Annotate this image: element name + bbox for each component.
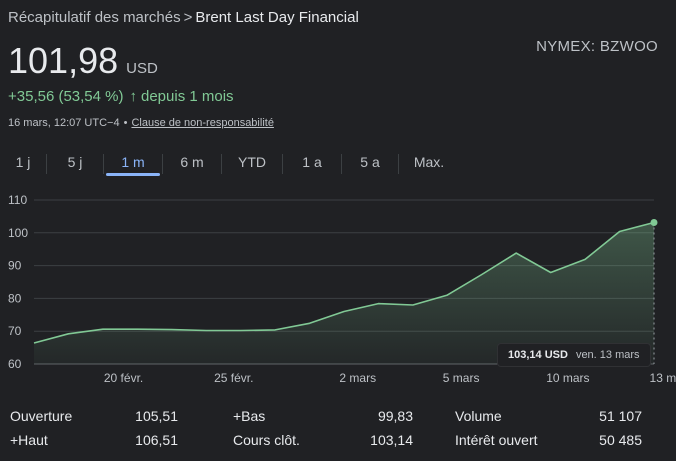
stat-open-value: 105,51 [135, 408, 178, 424]
current-price: 101,98 [8, 40, 119, 81]
price-line [33, 221, 655, 344]
breadcrumb-separator: > [183, 9, 193, 26]
change-amount: +35,56 (53,54 %) [8, 88, 124, 105]
tooltip-date: ven. 13 mars [575, 349, 640, 361]
y-tick-label: 70 [8, 324, 22, 338]
y-tick-label: 110 [8, 193, 27, 207]
tab-divider [398, 154, 399, 174]
tab-divider [341, 154, 342, 174]
tab-6-months[interactable]: 6 m [180, 154, 204, 170]
x-tick-label: 20 févr. [104, 371, 143, 385]
tab-divider [103, 154, 104, 174]
quote-timestamp: 16 mars, 12:07 UTC−4 [8, 117, 120, 129]
tab-divider [162, 154, 163, 174]
price-change: +35,56 (53,54 %) ↑ depuis 1 mois [8, 88, 234, 105]
x-tick-label: 5 mars [443, 371, 480, 385]
tab-divider [46, 154, 47, 174]
y-tick-label: 80 [8, 291, 22, 305]
y-tick-label: 90 [8, 259, 22, 273]
tab-divider [221, 154, 222, 174]
stat-open-interest-value: 50 485 [599, 432, 642, 448]
tab-max[interactable]: Max. [413, 154, 445, 170]
tab-5-years[interactable]: 5 a [360, 154, 380, 170]
change-period: depuis 1 mois [141, 88, 234, 105]
breadcrumb-current: Brent Last Day Financial [195, 9, 359, 26]
y-tick-label: 100 [8, 226, 28, 240]
breadcrumb: Récapitulatif des marchés > Brent Last Day… [8, 9, 359, 26]
stat-close-value: 103,14 [370, 432, 413, 448]
ticker-symbol: NYMEX: BZWOO [536, 38, 658, 55]
last-price-point[interactable] [650, 219, 658, 227]
stat-open-label: Ouverture [10, 408, 73, 424]
price-area-fill [34, 222, 654, 364]
range-tabs: 1 j 5 j 1 m 6 m YTD 1 a 5 a Max. [0, 150, 459, 178]
x-tick-label: 13 mars [650, 371, 676, 385]
x-tick-label: 25 févr. [214, 371, 253, 385]
disclaimer-link[interactable]: Clause de non-responsabilité [131, 117, 274, 129]
tab-1-month[interactable]: 1 m [104, 150, 162, 178]
stat-high-label: +Haut [10, 432, 48, 448]
quote-meta: 16 mars, 12:07 UTC−4 • Clause de non-respo… [8, 117, 274, 129]
y-tick-label: 60 [8, 357, 22, 371]
tooltip-value: 103,14 USD [508, 349, 568, 361]
stat-low-label: +Bas [233, 408, 266, 424]
stat-low-value: 99,83 [377, 408, 413, 424]
x-tick-label: 10 mars [546, 371, 589, 385]
tab-5-days[interactable]: 5 j [67, 154, 83, 170]
stat-volume-label: Volume [455, 408, 502, 424]
price-currency: USD [126, 60, 158, 77]
breadcrumb-parent-link[interactable]: Récapitulatif des marchés [8, 9, 181, 26]
tab-divider [282, 154, 283, 174]
meta-separator: • [123, 117, 128, 129]
tab-ytd[interactable]: YTD [238, 154, 266, 170]
stat-close-label: Cours clôt. [233, 432, 300, 448]
arrow-up-icon: ↑ [129, 88, 138, 105]
stats-table: Ouverture 105,51 +Haut 106,51 +Bas 99,83… [0, 402, 676, 456]
chart-tooltip: 103,14 USD ven. 13 mars [498, 344, 650, 366]
stat-volume-value: 51 107 [599, 408, 642, 424]
price-row: 101,98 USD [8, 40, 158, 82]
tab-1-year[interactable]: 1 a [302, 154, 322, 170]
stat-high-value: 106,51 [135, 432, 178, 448]
x-tick-label: 2 mars [339, 371, 376, 385]
tab-1-day[interactable]: 1 j [15, 154, 31, 170]
stat-open-interest-label: Intérêt ouvert [455, 432, 538, 448]
price-chart[interactable]: 110 100 90 80 70 60 20 févr. 25 févr. 2 mars 5 ma… [0, 186, 676, 392]
